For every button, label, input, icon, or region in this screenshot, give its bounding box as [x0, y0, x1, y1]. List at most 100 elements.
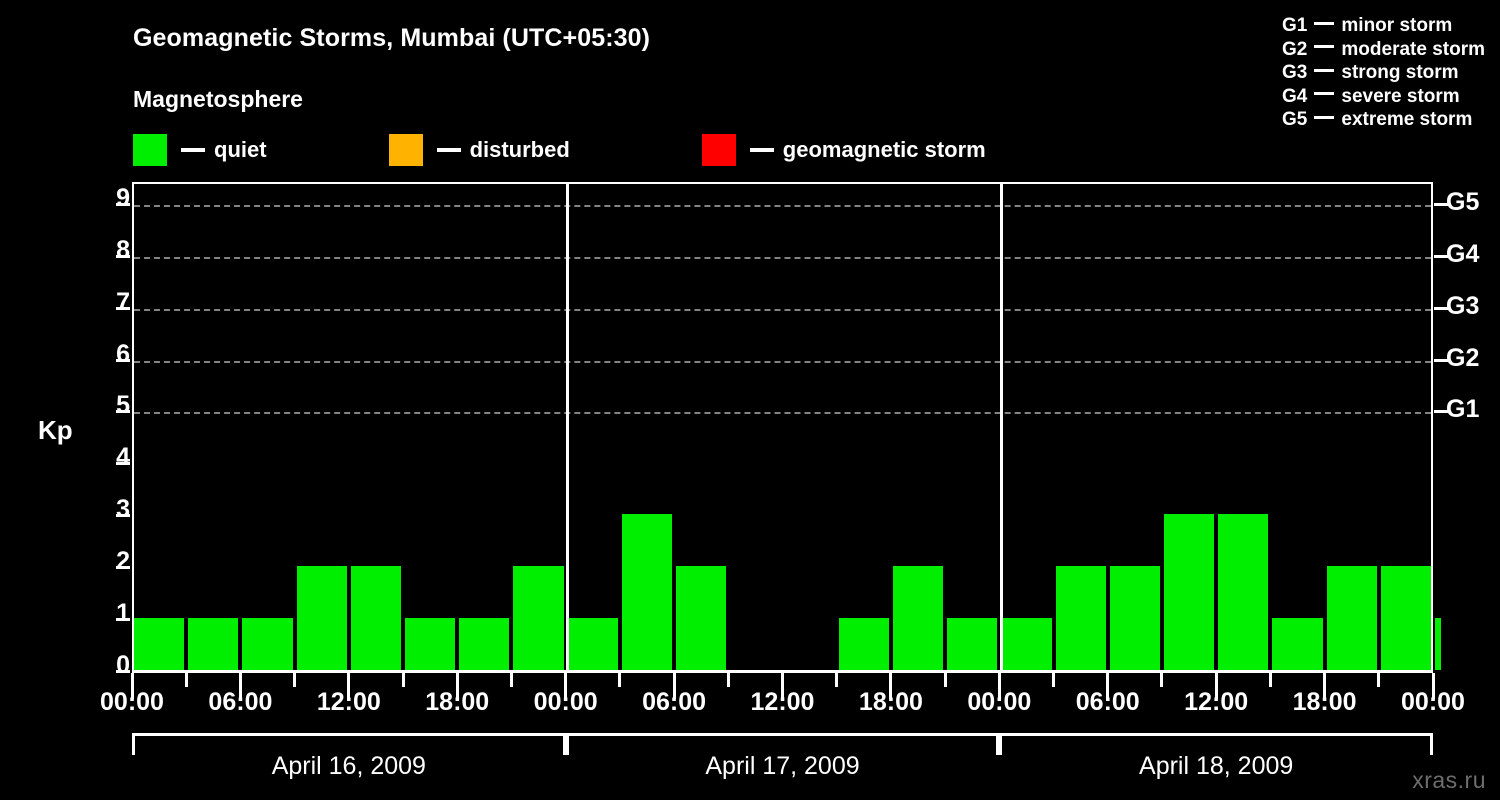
g-axis-label-g5: G5	[1446, 187, 1480, 216]
bar	[242, 618, 293, 670]
x-tick-7	[509, 673, 513, 687]
x-tick-22	[1323, 673, 1327, 699]
watermark: xras.ru	[1412, 767, 1486, 793]
bar	[405, 618, 456, 670]
bar	[1326, 566, 1377, 670]
color-legend: quiet disturbed geomagnetic storm	[133, 133, 986, 167]
legend-label: geomagnetic storm	[782, 137, 986, 162]
date-label-2: April 17, 2009	[705, 752, 860, 780]
x-tick-10	[672, 673, 676, 699]
red-square-icon	[701, 134, 736, 166]
date-bracket-cap	[562, 733, 566, 755]
x-tick-11	[726, 673, 730, 687]
x-tick-label-9: 06:00	[1075, 688, 1140, 716]
gscale-code: G1	[1282, 15, 1308, 36]
g-axis-label-g1: G1	[1446, 395, 1480, 424]
bar-series	[134, 184, 1441, 670]
bar	[1272, 618, 1323, 670]
legend-label: quiet	[214, 137, 267, 162]
y-tick-label-9: 9	[116, 183, 130, 212]
bar	[1055, 566, 1106, 670]
plot-area	[132, 182, 1441, 670]
bar	[567, 618, 618, 670]
date-label-3: April 18, 2009	[1139, 752, 1294, 780]
date-bracket-2	[565, 733, 1000, 736]
y-tick-4	[116, 462, 130, 466]
gridline-kp-7	[134, 308, 1431, 311]
date-bracket-1	[132, 733, 566, 736]
page-title: Geomagnetic Storms, Mumbai (UTC+05:30)	[133, 24, 651, 52]
gscale-row-g1: G1 minor storm	[1282, 14, 1485, 38]
x-axis-line	[132, 670, 1433, 673]
x-tick-label-8: 00:00	[967, 688, 1032, 716]
orange-square-icon	[388, 134, 423, 166]
legend-dash-icon	[749, 148, 774, 152]
x-tick-label-4: 00:00	[533, 688, 598, 716]
g-axis-tick-g5	[1434, 202, 1448, 206]
legend-label: disturbed	[469, 137, 570, 162]
g-axis-tick-g4	[1434, 254, 1448, 258]
bar	[947, 618, 998, 670]
x-tick-19	[1160, 673, 1164, 687]
x-tick-2	[238, 673, 242, 699]
gridline-kp-8	[134, 256, 1431, 259]
gscale-row-g2: G2 moderate storm	[1282, 38, 1485, 62]
y-tick-label-8: 8	[116, 235, 130, 264]
y-tick-9	[116, 202, 130, 206]
g-axis-tick-g2	[1434, 358, 1448, 362]
bar	[1380, 566, 1431, 670]
gscale-row-g3: G3 strong storm	[1282, 61, 1485, 85]
x-tick-label-7: 18:00	[858, 688, 923, 716]
g-axis-label-g4: G4	[1446, 239, 1480, 268]
gscale-code: G4	[1282, 85, 1308, 107]
x-tick-14	[889, 673, 893, 699]
gridline-kp-5	[134, 412, 1431, 415]
chart-subtitle: Magnetosphere	[133, 86, 303, 112]
legend-item-geomagnetic-storm: geomagnetic storm	[701, 134, 986, 166]
x-tick-label-0: 00:00	[100, 688, 164, 716]
green-square-icon	[133, 134, 167, 166]
bar	[838, 618, 889, 670]
gscale-code: G3	[1282, 62, 1308, 83]
gridline-kp-9	[134, 204, 1431, 207]
bar	[1001, 618, 1052, 670]
y-tick-6	[116, 358, 130, 362]
x-tick-label-12: 00:00	[1401, 688, 1465, 716]
y-tick-0	[116, 670, 130, 673]
date-bracket-cap	[132, 733, 135, 755]
x-tick-label-1: 06:00	[208, 688, 273, 716]
x-tick-24	[1431, 673, 1435, 699]
bar	[350, 566, 402, 670]
bar	[459, 618, 510, 670]
bar	[513, 566, 564, 670]
gscale-desc: severe storm	[1341, 85, 1460, 107]
bar	[188, 618, 239, 670]
y-tick-label-6: 6	[116, 339, 130, 368]
bar	[621, 514, 673, 670]
bar	[134, 618, 185, 670]
legend-dash-icon	[436, 148, 461, 152]
x-tick-3	[293, 673, 297, 687]
bar	[296, 566, 347, 670]
gscale-dash-icon	[1314, 21, 1335, 25]
x-tick-1	[184, 673, 188, 687]
gridline-kp-6	[134, 360, 1431, 363]
gscale-desc: strong storm	[1341, 62, 1459, 83]
x-tick-15	[943, 673, 947, 687]
x-tick-8	[564, 673, 568, 699]
y-tick-8	[116, 254, 130, 258]
gscale-code: G5	[1282, 109, 1308, 130]
gscale-dash-icon	[1314, 45, 1335, 49]
legend-item-quiet: quiet	[133, 134, 267, 166]
y-tick-label-4: 4	[116, 443, 130, 472]
y-tick-5	[116, 410, 130, 414]
x-tick-label-3: 18:00	[425, 688, 490, 716]
y-tick-7	[116, 306, 130, 310]
x-tick-12	[781, 673, 784, 699]
day-separator-1	[566, 184, 570, 670]
g-axis-label-g2: G2	[1446, 343, 1480, 372]
gscale-legend: G1 minor storm G2 moderate storm G3 strong st…	[1282, 14, 1485, 132]
x-tick-18	[1106, 673, 1110, 699]
g-axis-tick-g3	[1434, 306, 1448, 310]
